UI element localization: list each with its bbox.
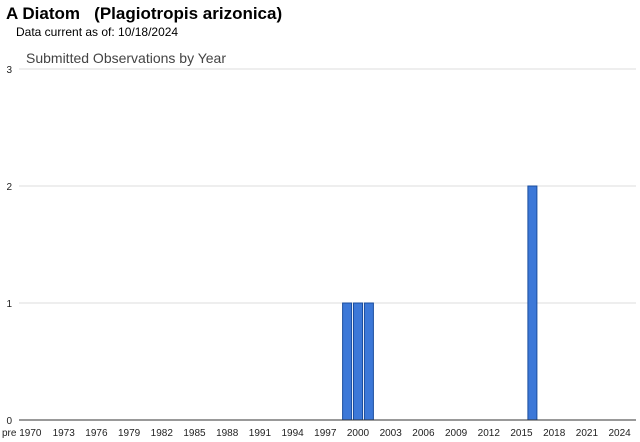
y-tick-label: 1 xyxy=(6,299,12,310)
x-tick-label: 1997 xyxy=(314,428,337,439)
page-title: A Diatom (Plagiotropis arizonica) xyxy=(6,4,283,23)
x-tick-label: 1973 xyxy=(53,428,76,439)
x-tick-label: 1988 xyxy=(216,428,239,439)
x-tick-label: 2015 xyxy=(510,428,533,439)
x-tick-label: 1979 xyxy=(118,428,141,439)
x-tick-label: 1994 xyxy=(281,428,304,439)
bar-2016[interactable] xyxy=(527,185,538,421)
x-tick-label: 2012 xyxy=(478,428,501,439)
x-tick-label: 2024 xyxy=(608,428,631,439)
x-tick-label: 2003 xyxy=(380,428,403,439)
x-tick-label: 2006 xyxy=(412,428,435,439)
x-tick-label: 2018 xyxy=(543,428,566,439)
x-tick-label: 2021 xyxy=(576,428,599,439)
data-current-date: Data current as of: 10/18/2024 xyxy=(16,25,179,39)
grid-lines xyxy=(19,68,636,304)
bar-2000[interactable] xyxy=(353,302,363,421)
x-axis-ticks: pre 1970 1973 1976 1979 1982 1985 1988 1991 1994… xyxy=(2,428,631,439)
chart-title: Submitted Observations by Year xyxy=(26,50,227,66)
x-tick-label: 2000 xyxy=(347,428,370,439)
bar-2001[interactable] xyxy=(363,302,374,421)
y-tick-label: 0 xyxy=(6,416,12,427)
y-tick-label: 3 xyxy=(6,65,12,76)
x-tick-label: 1976 xyxy=(85,428,108,439)
x-tick-label: 2009 xyxy=(445,428,468,439)
x-tick-label: 1991 xyxy=(249,428,272,439)
y-tick-label: 2 xyxy=(6,182,12,193)
x-tick-label: pre 1970 xyxy=(2,428,42,439)
bar-1999[interactable] xyxy=(342,302,353,421)
y-axis-ticks: 0 1 2 3 xyxy=(6,65,12,427)
x-tick-label: 1982 xyxy=(151,428,174,439)
x-tick-label: 1985 xyxy=(183,428,206,439)
